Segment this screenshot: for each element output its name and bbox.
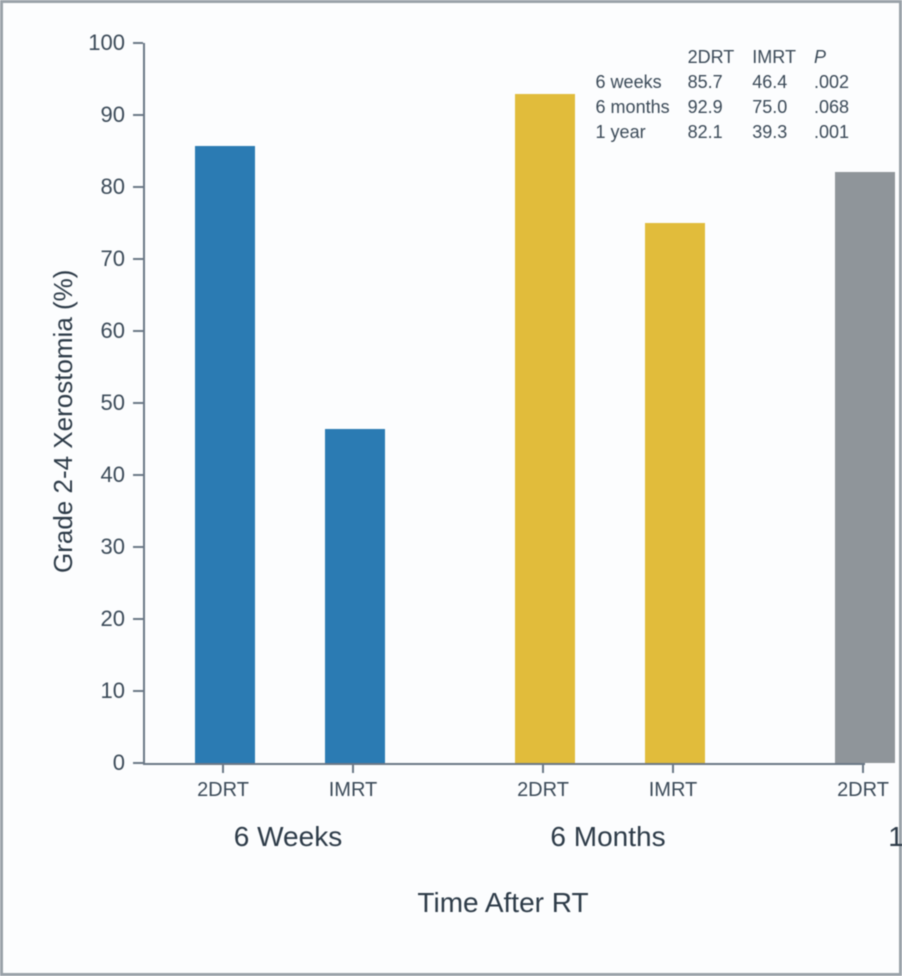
y-tick-label: 0 xyxy=(75,750,125,776)
y-tick xyxy=(133,762,143,764)
y-tick-label: 10 xyxy=(75,678,125,704)
annot-cell: .068 xyxy=(806,97,857,120)
y-tick-label: 30 xyxy=(75,534,125,560)
y-tick-label: 70 xyxy=(75,246,125,272)
y-tick xyxy=(133,114,143,116)
y-tick-label: 80 xyxy=(75,174,125,200)
y-tick xyxy=(133,690,143,692)
chart-frame: Grade 2-4 Xerostomia (%) Time After RT 2… xyxy=(0,0,902,976)
bar-label: IMRT xyxy=(623,779,723,802)
bar xyxy=(325,429,385,763)
y-tick xyxy=(133,618,143,620)
annot-cell: 82.1 xyxy=(680,122,743,145)
annot-cell: .001 xyxy=(806,122,857,145)
y-tick xyxy=(133,42,143,44)
y-tick xyxy=(133,402,143,404)
bar-label: 2DRT xyxy=(813,779,902,802)
annot-cell: 75.0 xyxy=(744,97,804,120)
bar xyxy=(645,223,705,763)
annot-cell: 1 year xyxy=(588,122,678,145)
y-tick xyxy=(133,330,143,332)
annot-header xyxy=(588,47,678,70)
bar xyxy=(195,146,255,763)
annot-cell: 39.3 xyxy=(744,122,804,145)
group-label: 6 Months xyxy=(478,821,738,853)
bar xyxy=(515,94,575,763)
y-tick xyxy=(133,474,143,476)
annot-header: P xyxy=(806,47,857,70)
bar-label: 2DRT xyxy=(173,779,273,802)
bar-label: 2DRT xyxy=(493,779,593,802)
annotation-table: 2DRTIMRTP 6 weeks85.746.4.0026 months92.… xyxy=(586,45,859,147)
group-label: 6 Weeks xyxy=(158,821,418,853)
annot-cell: 6 months xyxy=(588,97,678,120)
y-tick-label: 60 xyxy=(75,318,125,344)
y-tick xyxy=(133,258,143,260)
y-tick xyxy=(133,186,143,188)
y-axis-title: Grade 2-4 Xerostomia (%) xyxy=(48,270,79,573)
annot-cell: .002 xyxy=(806,72,857,95)
annot-row: 1 year82.139.3.001 xyxy=(588,122,857,145)
bar-label: IMRT xyxy=(303,779,403,802)
y-tick xyxy=(133,546,143,548)
x-tick xyxy=(542,763,544,773)
annot-cell: 92.9 xyxy=(680,97,743,120)
annot-row: 6 weeks85.746.4.002 xyxy=(588,72,857,95)
y-tick-label: 50 xyxy=(75,390,125,416)
y-tick-label: 40 xyxy=(75,462,125,488)
annot-row: 6 months92.975.0.068 xyxy=(588,97,857,120)
group-label: 1 Year xyxy=(798,821,902,853)
annot-header: 2DRT xyxy=(680,47,743,70)
x-axis-title: Time After RT xyxy=(143,887,863,919)
y-tick-label: 20 xyxy=(75,606,125,632)
annot-header: IMRT xyxy=(744,47,804,70)
y-tick-label: 90 xyxy=(75,102,125,128)
annot-cell: 46.4 xyxy=(744,72,804,95)
x-tick xyxy=(352,763,354,773)
plot-area xyxy=(143,43,865,765)
x-tick xyxy=(862,763,864,773)
x-tick xyxy=(672,763,674,773)
annot-cell: 85.7 xyxy=(680,72,743,95)
x-tick xyxy=(222,763,224,773)
y-tick-label: 100 xyxy=(75,30,125,56)
bar xyxy=(835,172,895,763)
annot-cell: 6 weeks xyxy=(588,72,678,95)
